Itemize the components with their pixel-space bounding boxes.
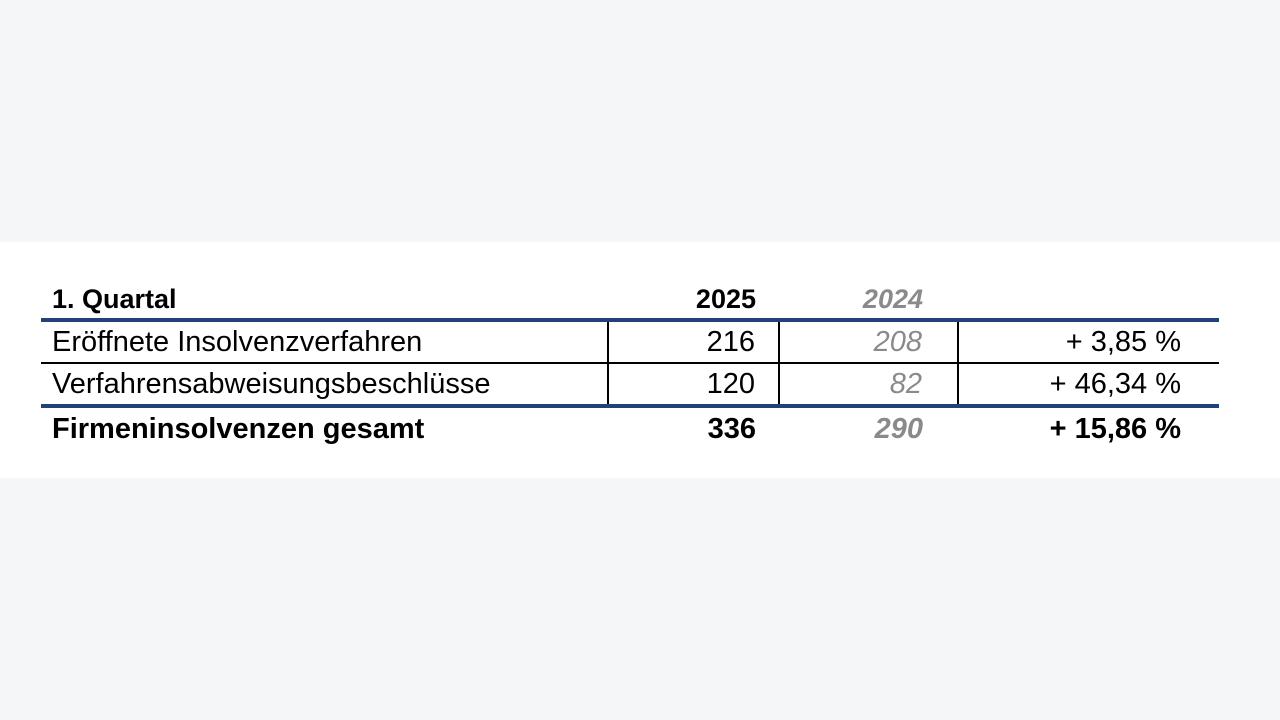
total-change: + 15,86 % bbox=[1049, 412, 1181, 445]
table-header-row: 1. Quartal 2025 2024 bbox=[41, 280, 1219, 320]
table-row: Eröffnete Insolvenzverfahren 216 208 + 3… bbox=[41, 320, 1219, 363]
row-change: + 3,85 % bbox=[957, 320, 1219, 363]
table-total-row: Firmeninsolvenzen gesamt 336 290 + 15,86… bbox=[41, 406, 1219, 450]
header-period-label: 1. Quartal bbox=[52, 283, 177, 314]
row-label: Verfahrensabweisungsbeschlüsse bbox=[52, 367, 491, 400]
total-value-2024: 290 bbox=[874, 412, 923, 445]
table-row: Verfahrensabweisungsbeschlüsse 120 82 + … bbox=[41, 363, 1219, 406]
row-change: + 46,34 % bbox=[957, 363, 1219, 406]
row-value-2025: 216 bbox=[607, 320, 779, 363]
row-value-2024: 208 bbox=[778, 320, 958, 363]
row-label: Eröffnete Insolvenzverfahren bbox=[52, 325, 423, 358]
header-2024: 2024 bbox=[862, 283, 923, 314]
row-value-2024: 82 bbox=[778, 363, 958, 406]
insolvency-table: 1. Quartal 2025 2024 Eröffnete Insolvenz… bbox=[41, 280, 1219, 450]
total-label: Firmeninsolvenzen gesamt bbox=[52, 412, 425, 445]
row-value-2025: 120 bbox=[607, 363, 779, 406]
header-change bbox=[958, 280, 1219, 320]
header-2025: 2025 bbox=[695, 283, 756, 314]
total-value-2025: 336 bbox=[707, 412, 756, 445]
